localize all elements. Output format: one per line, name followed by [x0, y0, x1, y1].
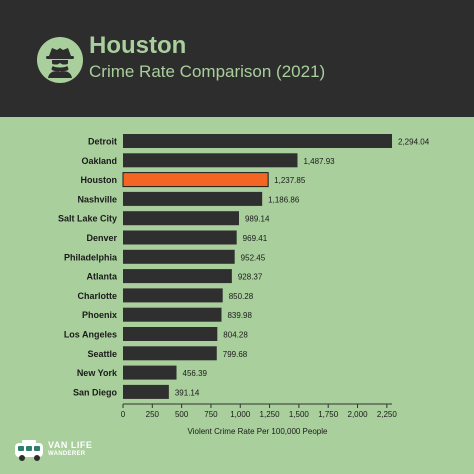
logo-badge — [37, 37, 83, 83]
brand-line2: WANDERER — [48, 451, 86, 457]
bar — [122, 172, 269, 188]
bar — [123, 230, 237, 245]
value-label: 850.28 — [229, 292, 254, 301]
category-label: Philadelphia — [64, 252, 118, 262]
value-label: 2,294.04 — [398, 138, 430, 147]
value-label: 952.45 — [241, 253, 266, 262]
category-label: Houston — [81, 175, 118, 185]
value-label: 799.68 — [223, 350, 248, 359]
bar — [123, 211, 239, 226]
value-label: 391.14 — [175, 388, 200, 397]
bar — [123, 384, 169, 399]
x-tick-label: 1,000 — [230, 410, 251, 419]
x-tick-label: 1,500 — [289, 410, 310, 419]
category-label: Denver — [86, 233, 117, 243]
value-label: 456.39 — [183, 369, 208, 378]
value-label: 804.28 — [223, 331, 248, 340]
value-label: 1,487.93 — [303, 157, 335, 166]
x-tick-label: 250 — [146, 410, 160, 419]
category-label: Detroit — [88, 137, 117, 147]
bar — [123, 153, 298, 168]
x-tick-label: 0 — [121, 410, 126, 419]
category-label: Seattle — [87, 349, 117, 359]
category-label: Charlotte — [77, 291, 117, 301]
value-label: 989.14 — [245, 215, 270, 224]
x-tick-label: 1,750 — [318, 410, 339, 419]
category-label: Atlanta — [86, 272, 117, 282]
bar — [123, 134, 392, 148]
x-tick-label: 2,250 — [377, 410, 398, 419]
brand-logo: VAN LIFE WANDERER — [14, 439, 94, 465]
page-subtitle: Crime Rate Comparison (2021) — [89, 62, 326, 81]
value-label: 839.98 — [227, 311, 252, 320]
header-banner: Houston Crime Rate Comparison (2021) — [0, 0, 474, 117]
x-tick-label: 1,250 — [260, 410, 281, 419]
category-label: San Diego — [73, 387, 118, 397]
x-tick-label: 2,000 — [348, 410, 369, 419]
bar — [123, 346, 217, 361]
bar-chart: Detroit 2,294.04 Oakland 1,487.93 Houston 1,2… — [58, 134, 430, 436]
x-tick-label: 500 — [175, 410, 189, 419]
value-label: 969.41 — [243, 234, 268, 243]
value-label: 1,237.85 — [274, 176, 306, 185]
category-label: Nashville — [77, 194, 117, 204]
value-label: 928.37 — [238, 273, 263, 282]
category-label: Phoenix — [82, 310, 117, 320]
bar — [123, 327, 218, 341]
bar — [123, 249, 235, 264]
category-label: Oakland — [81, 156, 117, 166]
value-label: 1,186.86 — [268, 195, 300, 204]
x-tick-label: 750 — [204, 410, 218, 419]
category-label: New York — [77, 368, 118, 378]
bar — [123, 191, 263, 206]
category-label: Salt Lake City — [58, 214, 117, 224]
page-title: Houston — [89, 32, 187, 59]
bar — [123, 365, 177, 380]
spy-icon — [46, 48, 74, 78]
category-label: Los Angeles — [64, 330, 117, 340]
van-icon — [15, 440, 43, 461]
bar — [123, 269, 232, 284]
bar — [123, 288, 223, 303]
brand-line1: VAN LIFE — [48, 440, 93, 450]
bar — [123, 307, 222, 322]
x-axis-label: Violent Crime Rate Per 100,000 People — [188, 427, 328, 436]
